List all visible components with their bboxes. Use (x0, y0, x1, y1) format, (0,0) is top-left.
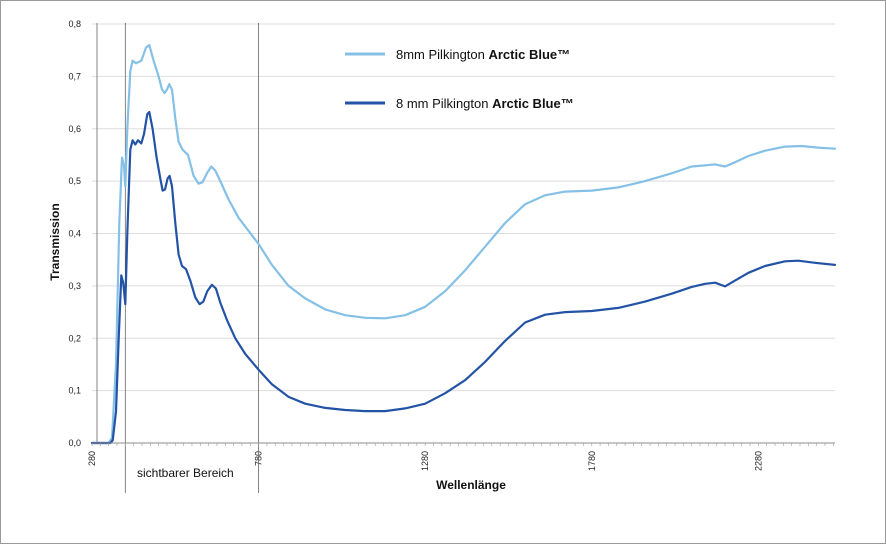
visible-range-markers (96, 23, 259, 493)
y-tick-label: 0,8 (68, 19, 81, 29)
series-lines (90, 43, 837, 445)
y-tick-labels: 0,0 0,1 0,2 0,3 0,4 0,5 0,6 0,7 0,8 (68, 19, 81, 448)
y-tick-label: 0,5 (68, 176, 81, 186)
y-tick-label: 0,7 (68, 71, 81, 81)
y-tick-label: 0,1 (68, 386, 81, 396)
x-tick-label: 1780 (587, 451, 597, 471)
y-tick-label: 0,6 (68, 124, 81, 134)
x-tick-label: 2280 (753, 451, 763, 471)
y-axis-title: Transmission (48, 203, 62, 280)
legend: 8mm Pilkington Arctic Blue™ 8 mm Pilkingt… (345, 47, 574, 111)
series-line (90, 110, 837, 445)
axes (91, 442, 835, 446)
legend-label: 8 mm Pilkington Arctic Blue™ (396, 96, 574, 111)
legend-label: 8mm Pilkington Arctic Blue™ (396, 47, 570, 62)
x-axis-title: Wellenlänge (436, 478, 506, 492)
y-tick-label: 0,3 (68, 281, 81, 291)
x-tick-label: 280 (87, 451, 97, 466)
grid-lines (92, 23, 835, 392)
y-tick-label: 0,0 (68, 438, 81, 448)
visible-range-label: sichtbarer Bereich (137, 466, 234, 480)
y-tick-label: 0,2 (68, 333, 81, 343)
series-line (90, 43, 837, 445)
x-tick-label: 1280 (420, 451, 430, 471)
y-tick-label: 0,4 (68, 229, 81, 239)
